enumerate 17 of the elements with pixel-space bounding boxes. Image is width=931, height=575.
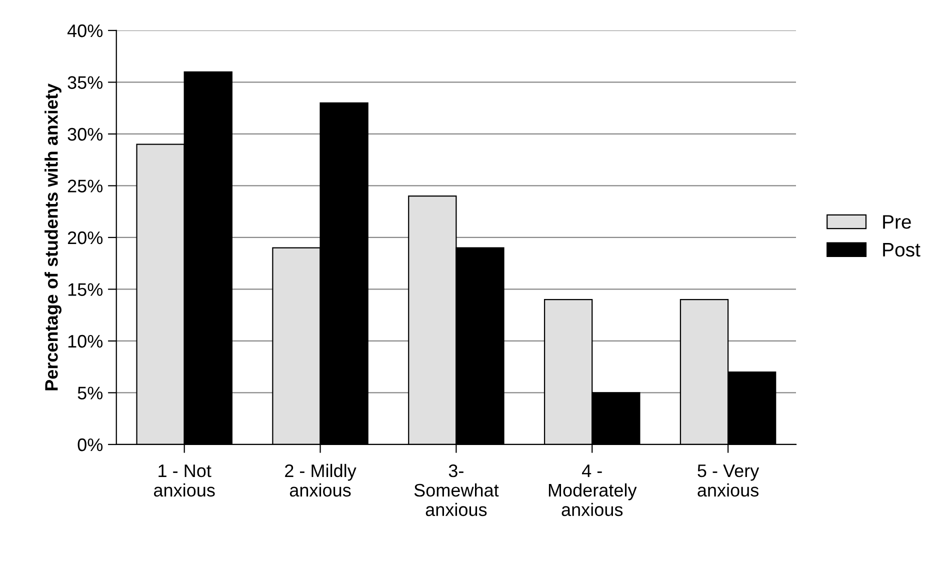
y-tick-label: 20% bbox=[68, 231, 103, 244]
y-tick-label: 30% bbox=[68, 128, 103, 141]
y-axis-title: Percentage of students with anxiety bbox=[44, 84, 62, 390]
y-tick-label: 25% bbox=[68, 180, 103, 192]
y-tick-label: 35% bbox=[68, 76, 103, 89]
y-tick-label: 0% bbox=[78, 438, 103, 452]
legend-label: Pre bbox=[883, 215, 911, 229]
x-tick-label: 4 - Moderately anxious bbox=[548, 464, 637, 516]
y-tick-label: 5% bbox=[78, 386, 103, 400]
x-tick-label: 2 - Mildly anxious bbox=[285, 464, 356, 497]
legend-label: Post bbox=[883, 243, 920, 257]
x-tick-label: 1 - Not anxious bbox=[154, 464, 215, 497]
x-tick-label: 3- Somewhat anxious bbox=[414, 464, 499, 516]
y-tick-label: 10% bbox=[68, 334, 103, 348]
y-tick-label: 15% bbox=[68, 283, 103, 296]
x-tick-label: 5 - Very anxious bbox=[698, 464, 760, 497]
y-tick-label: 40% bbox=[67, 24, 103, 38]
